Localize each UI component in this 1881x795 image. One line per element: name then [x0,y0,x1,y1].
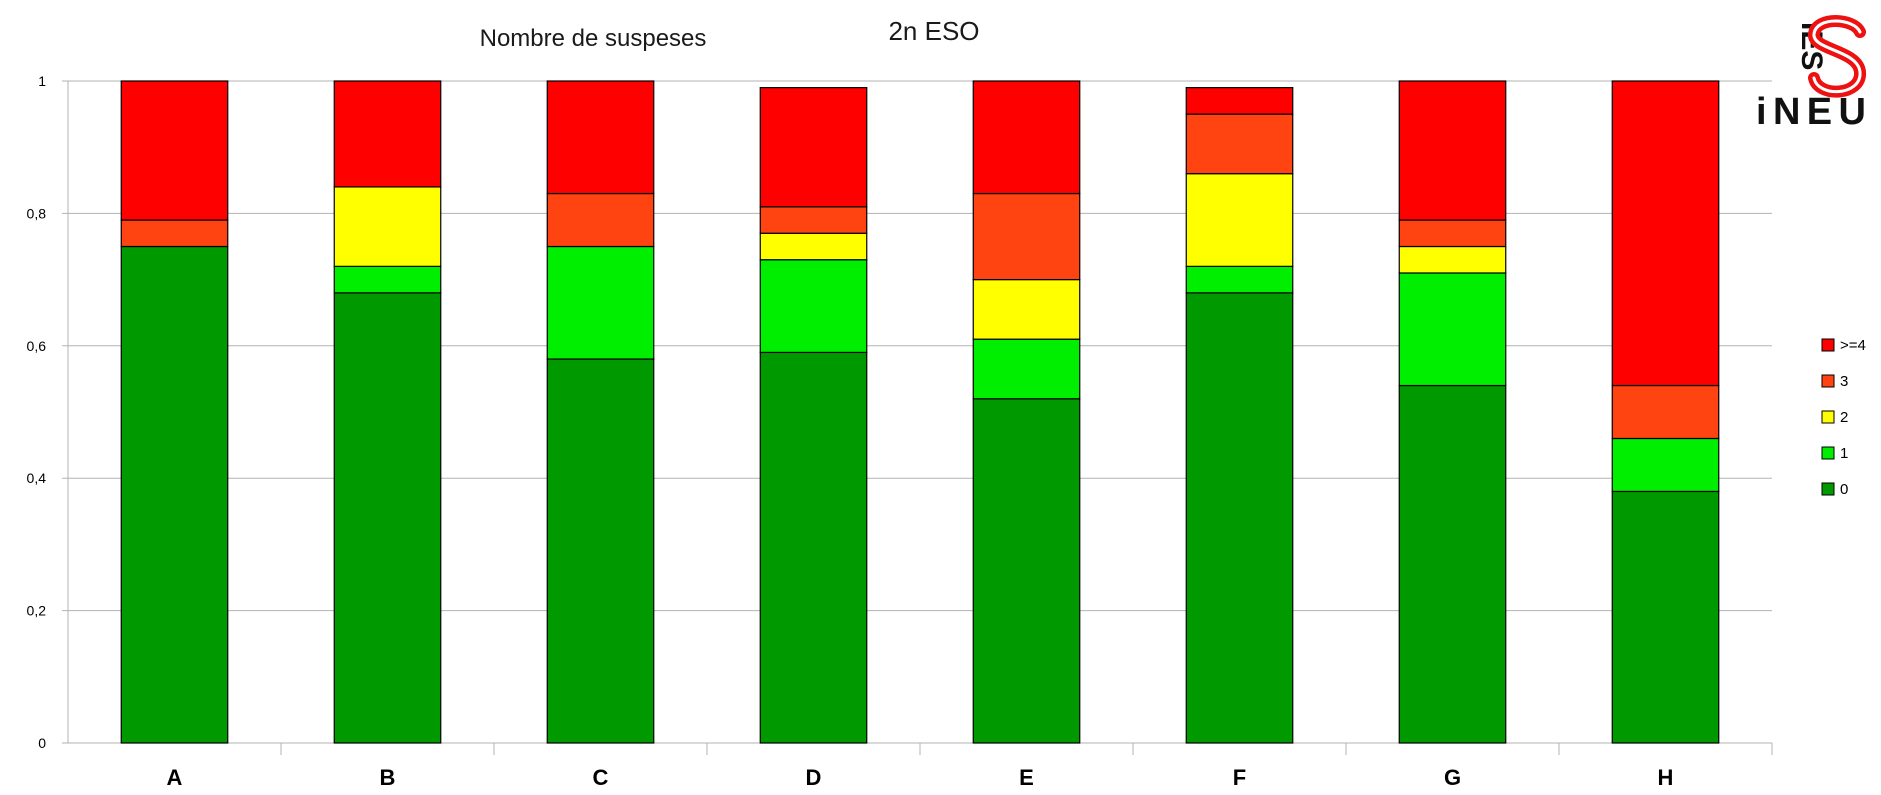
bar-segment [1185,173,1294,267]
legend-label: 1 [1840,445,1848,462]
legend-label: 0 [1840,481,1848,498]
legend-label: >=4 [1840,337,1866,354]
bar-segment [759,351,868,744]
bar-segment [333,292,442,744]
legend-swatch [1821,410,1835,424]
y-tick-label: 0,6 [27,338,47,354]
x-tick-labels: A B C D E F G H [167,765,1674,790]
bar-segment [546,245,655,360]
bar-segment [759,232,868,261]
bar-segment [1185,292,1294,744]
x-tick-label: D [806,765,822,790]
bar-segment [120,219,229,248]
bar-segment [1185,113,1294,175]
legend: >=4 3 2 1 0 [1821,337,1866,498]
bar-segment [333,265,442,294]
x-tick-label: B [380,765,396,790]
bar-segment [1611,384,1720,440]
bar-segment [972,398,1081,744]
bar-segment [972,80,1081,195]
legend-swatch [1821,482,1835,496]
x-tick-label: E [1019,765,1034,790]
bar-segment [1398,80,1507,221]
logo-ineu-text: iNEU [1756,91,1866,133]
chart-subtitle: 2n ESO [888,16,979,46]
bars [120,80,1720,744]
y-tick-label: 0,2 [27,603,47,619]
x-tick-label: F [1233,765,1246,790]
bar-segment [1185,87,1294,115]
y-tick-labels: 0 0,2 0,4 0,6 0,8 1 [27,73,47,751]
chart-title: Nombre de suspeses [480,25,707,52]
bar-segment [546,80,655,195]
y-tick-label: 0 [38,735,46,751]
bar-segment [972,279,1081,340]
bar-segment [546,192,655,248]
bar-segment [120,245,229,744]
bar-segment [333,186,442,267]
axes [62,80,1773,755]
legend-label: 3 [1840,373,1848,390]
x-tick-label: C [593,765,609,790]
bar-segment [972,338,1081,400]
y-tick-label: 0,4 [27,470,47,486]
bar-segment [1611,437,1720,493]
legend-swatch [1821,446,1835,460]
bar-segment [1185,265,1294,294]
bar-segment [1398,384,1507,744]
bar-segment [1398,272,1507,387]
bar-segment [1398,219,1507,248]
bar-segment [1611,490,1720,744]
bar-segment [333,80,442,188]
bar-segment [972,192,1081,281]
legend-swatch [1821,374,1835,388]
x-tick-label: H [1658,765,1674,790]
bar-segment [1611,80,1720,387]
y-tick-label: 0,8 [27,205,47,221]
legend-swatch [1821,338,1835,352]
bar-segment [759,259,868,354]
bar-segment [1398,245,1507,274]
grid-lines [68,80,1772,612]
bar-segment [120,80,229,221]
x-tick-label: A [167,765,183,790]
x-tick-label: G [1444,765,1461,790]
bar-segment [759,87,868,208]
legend-label: 2 [1840,409,1848,426]
ies-logo: IES iNEU [1756,15,1866,133]
y-tick-label: 1 [38,73,46,89]
bar-segment [546,358,655,744]
bar-segment [759,206,868,234]
